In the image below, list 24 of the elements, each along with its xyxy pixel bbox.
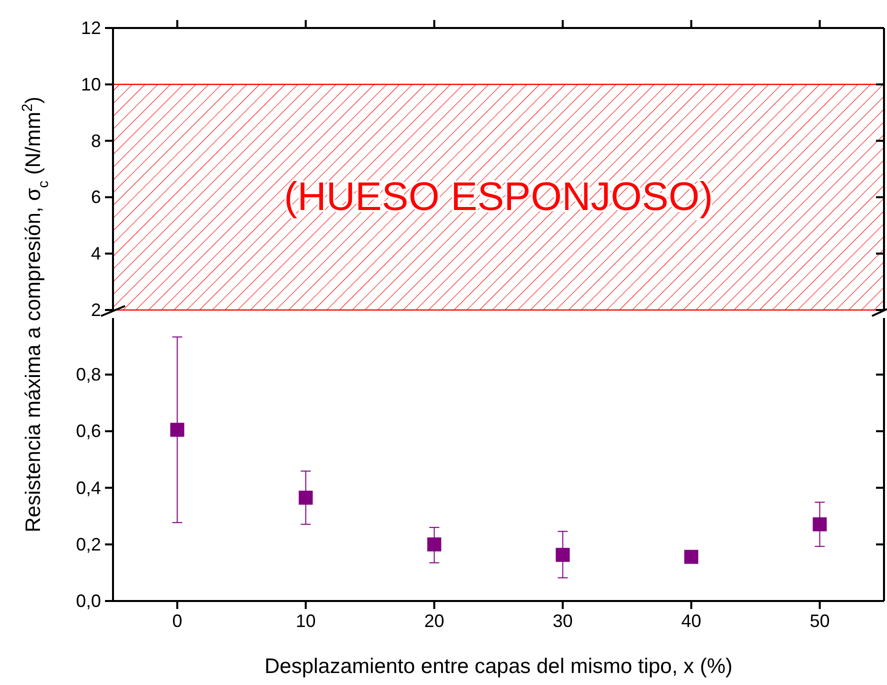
x-tick-label: 50 [810, 611, 830, 631]
x-tick-label: 20 [424, 611, 444, 631]
x-axis-title: Desplazamiento entre capas del mismo tipo, x (%) [264, 655, 733, 678]
point [556, 548, 570, 562]
point [812, 517, 827, 532]
point [170, 422, 184, 437]
y-tick-label: 0,6 [76, 421, 101, 442]
point [427, 537, 442, 552]
point [684, 550, 698, 564]
x-tick-label: 10 [296, 611, 316, 631]
y-tick-label: 0,4 [76, 478, 101, 498]
x-tick-label: 40 [681, 611, 702, 631]
y-tick-label: 6 [90, 187, 101, 208]
y-tick-label: 10 [80, 74, 101, 94]
y-tick-label: 0,8 [76, 364, 101, 385]
y-tick-label: 8 [90, 130, 101, 151]
y-tick-label: 12 [80, 18, 101, 38]
y-tick-label: 0,2 [76, 534, 101, 554]
y-tick-label: 2 [90, 300, 101, 320]
x-tick-label: 0 [172, 611, 182, 631]
y-tick-label: 4 [90, 244, 101, 264]
x-tick-label: 30 [552, 611, 573, 631]
point [298, 490, 313, 505]
y-tick-label: 0,0 [76, 591, 101, 611]
